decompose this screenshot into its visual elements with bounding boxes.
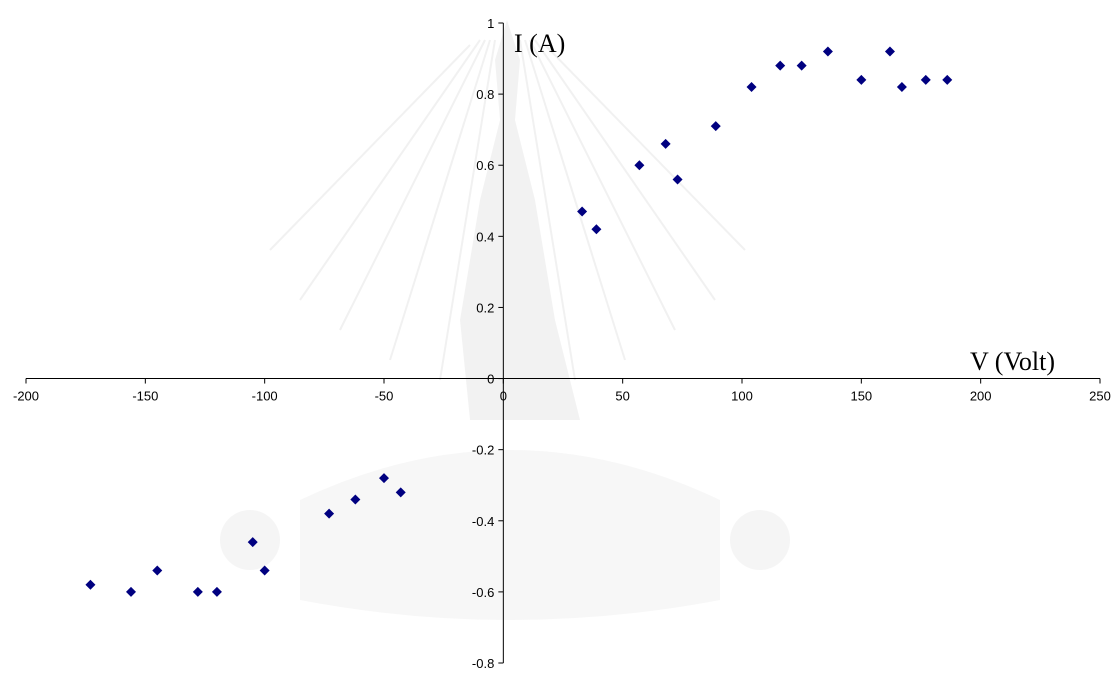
y-axis-title: I (A): [514, 29, 565, 58]
data-point: [259, 565, 270, 576]
x-tick-label: 0: [500, 389, 507, 404]
data-point: [247, 537, 258, 548]
x-tick-label: 200: [970, 389, 992, 404]
data-point: [920, 74, 931, 85]
y-tick-label: 0.8: [476, 87, 494, 102]
y-tick-label: 1: [487, 16, 494, 31]
data-point: [660, 138, 671, 149]
data-point: [577, 206, 588, 217]
data-point: [324, 508, 335, 519]
y-tick-label: 0.6: [476, 158, 494, 173]
y-tick-label: 0.2: [476, 300, 494, 315]
y-tick-label: -0.4: [472, 514, 494, 529]
x-tick-label: 250: [1089, 389, 1111, 404]
data-point: [856, 74, 867, 85]
data-point: [775, 60, 786, 71]
y-tick-label: 0.4: [476, 229, 494, 244]
y-tick-labels: -0.8 -0.6 -0.4 -0.2 0 0.2 0.4 0.6 0.8 1: [472, 16, 494, 671]
data-point: [710, 121, 721, 132]
x-tick-label: -200: [13, 389, 39, 404]
data-point: [126, 586, 137, 597]
data-point: [379, 473, 389, 484]
data-point: [395, 487, 406, 498]
data-points: [85, 46, 953, 597]
data-point: [884, 46, 895, 57]
data-point: [634, 160, 645, 171]
axes: [26, 23, 1100, 663]
y-tick-label: -0.6: [472, 585, 494, 600]
data-point: [591, 224, 602, 235]
data-point: [672, 174, 683, 185]
y-tick-label: -0.8: [472, 656, 494, 671]
x-tick-label: -50: [375, 389, 394, 404]
x-tick-labels: -200 -150 -100 -50 0 50 100 150 200 250: [13, 389, 1111, 404]
x-axis-title: V (Volt): [970, 347, 1055, 376]
x-tick-label: -150: [132, 389, 158, 404]
data-point: [85, 579, 96, 590]
watermark-emblem: [220, 20, 790, 620]
x-tick-label: 50: [615, 389, 629, 404]
x-tick-label: 150: [850, 389, 872, 404]
x-tick-label: 100: [731, 389, 753, 404]
y-tick-marks: [498, 22, 504, 664]
data-point: [192, 586, 203, 597]
x-tick-label: -100: [252, 389, 278, 404]
y-tick-label: -0.2: [472, 443, 494, 458]
data-point: [746, 82, 757, 92]
data-point: [350, 494, 361, 505]
data-point: [942, 74, 953, 85]
data-point: [822, 46, 833, 57]
y-tick-label: 0: [487, 372, 494, 387]
data-point: [211, 586, 222, 597]
data-point: [796, 60, 807, 71]
data-point: [896, 82, 907, 92]
data-point: [152, 565, 163, 576]
x-tick-marks: [25, 378, 1101, 384]
